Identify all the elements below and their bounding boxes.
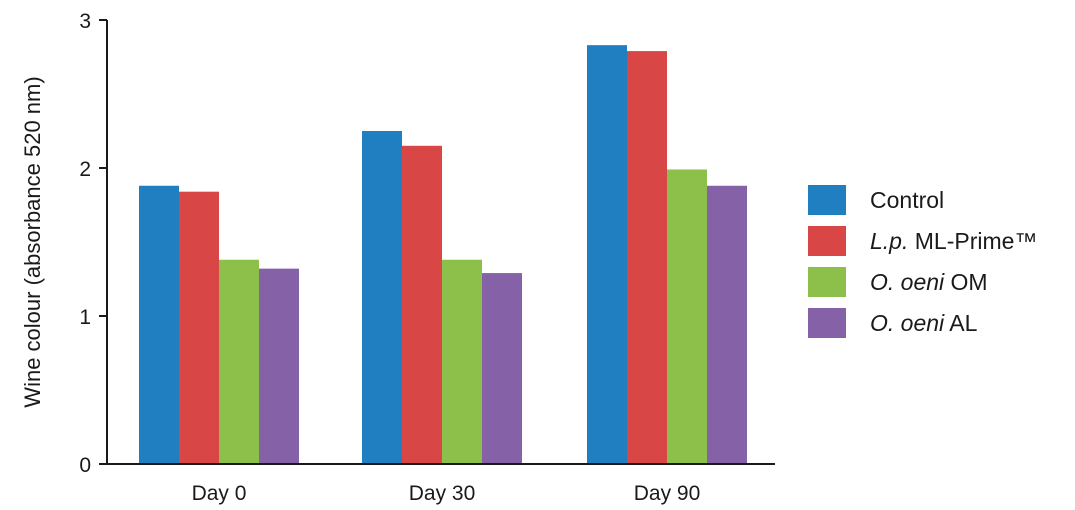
legend-swatch [808,226,846,256]
legend-label-italic: O. oeni [870,309,945,336]
bar-day-0-series-1 [139,185,179,464]
bar-day-90-series-1 [587,45,627,464]
legend: Control L.p. ML-Prime™ O. oeni OM O. oeni A… [808,184,1037,348]
legend-label-italic: O. oeni [870,268,945,295]
x-tick-label: Day 30 [409,482,476,505]
legend-swatch [808,267,846,297]
bar-day-0-series-4 [259,268,299,464]
y-tick-label: 3 [79,10,91,33]
legend-swatch [808,185,846,215]
legend-label: O. oeni OM [870,269,988,296]
legend-item: O. oeni OM [808,266,1037,298]
legend-item: L.p. ML-Prime™ [808,225,1037,257]
bar-day-0-series-2 [179,191,219,464]
bar-day-30-series-2 [402,145,442,465]
x-tick-label: Day 90 [634,482,701,505]
legend-swatch [808,308,846,338]
legend-label-text: OM [944,268,988,295]
bars-group [139,45,747,465]
bar-day-0-series-3 [219,259,259,464]
legend-label-italic: L.p. [870,227,909,254]
x-ticks-group: Day 0 Day 30 Day 90 [192,482,701,505]
y-tick-label: 1 [79,306,91,329]
legend-item: O. oeni AL [808,307,1037,339]
y-axis-title: Wine colour (absorbance 520 nm) [20,76,45,407]
bar-day-90-series-3 [667,169,707,465]
y-tick-label: 2 [79,158,91,181]
legend-item: Control [808,184,1037,216]
legend-label: L.p. ML-Prime™ [870,228,1037,255]
x-tick-label: Day 0 [192,482,247,505]
bar-day-30-series-3 [442,259,482,464]
bar-day-30-series-4 [482,273,522,464]
y-ticks-group: 0 1 2 3 [79,10,107,477]
legend-label-text: Control [870,186,945,213]
legend-label: Control [870,187,944,214]
bar-day-90-series-2 [627,51,667,465]
bar-day-30-series-1 [362,131,402,464]
legend-label: O. oeni AL [870,310,977,337]
legend-label-text: AL [944,309,978,336]
y-tick-label: 0 [79,454,91,477]
legend-label-text: ML-Prime™ [908,227,1038,254]
bar-day-90-series-4 [707,185,747,464]
